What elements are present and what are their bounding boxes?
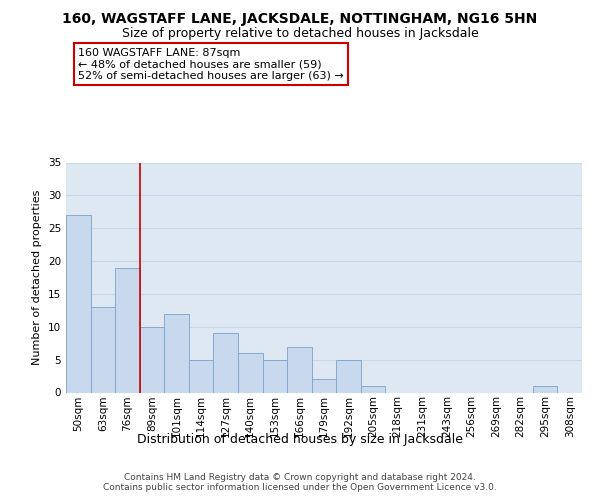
Text: Size of property relative to detached houses in Jacksdale: Size of property relative to detached ho… <box>122 28 478 40</box>
Text: Contains HM Land Registry data © Crown copyright and database right 2024.
Contai: Contains HM Land Registry data © Crown c… <box>103 472 497 492</box>
Bar <box>263 360 287 392</box>
Bar <box>66 215 91 392</box>
Bar <box>164 314 189 392</box>
Bar <box>533 386 557 392</box>
Bar <box>189 360 214 392</box>
Text: Distribution of detached houses by size in Jacksdale: Distribution of detached houses by size … <box>137 432 463 446</box>
Bar <box>91 307 115 392</box>
Bar <box>115 268 140 392</box>
Bar <box>361 386 385 392</box>
Bar <box>238 353 263 393</box>
Text: 160 WAGSTAFF LANE: 87sqm
← 48% of detached houses are smaller (59)
52% of semi-d: 160 WAGSTAFF LANE: 87sqm ← 48% of detach… <box>78 48 344 80</box>
Y-axis label: Number of detached properties: Number of detached properties <box>32 190 43 365</box>
Bar <box>287 346 312 393</box>
Text: 160, WAGSTAFF LANE, JACKSDALE, NOTTINGHAM, NG16 5HN: 160, WAGSTAFF LANE, JACKSDALE, NOTTINGHA… <box>62 12 538 26</box>
Bar <box>336 360 361 392</box>
Bar <box>140 327 164 392</box>
Bar <box>312 380 336 392</box>
Bar <box>214 334 238 392</box>
